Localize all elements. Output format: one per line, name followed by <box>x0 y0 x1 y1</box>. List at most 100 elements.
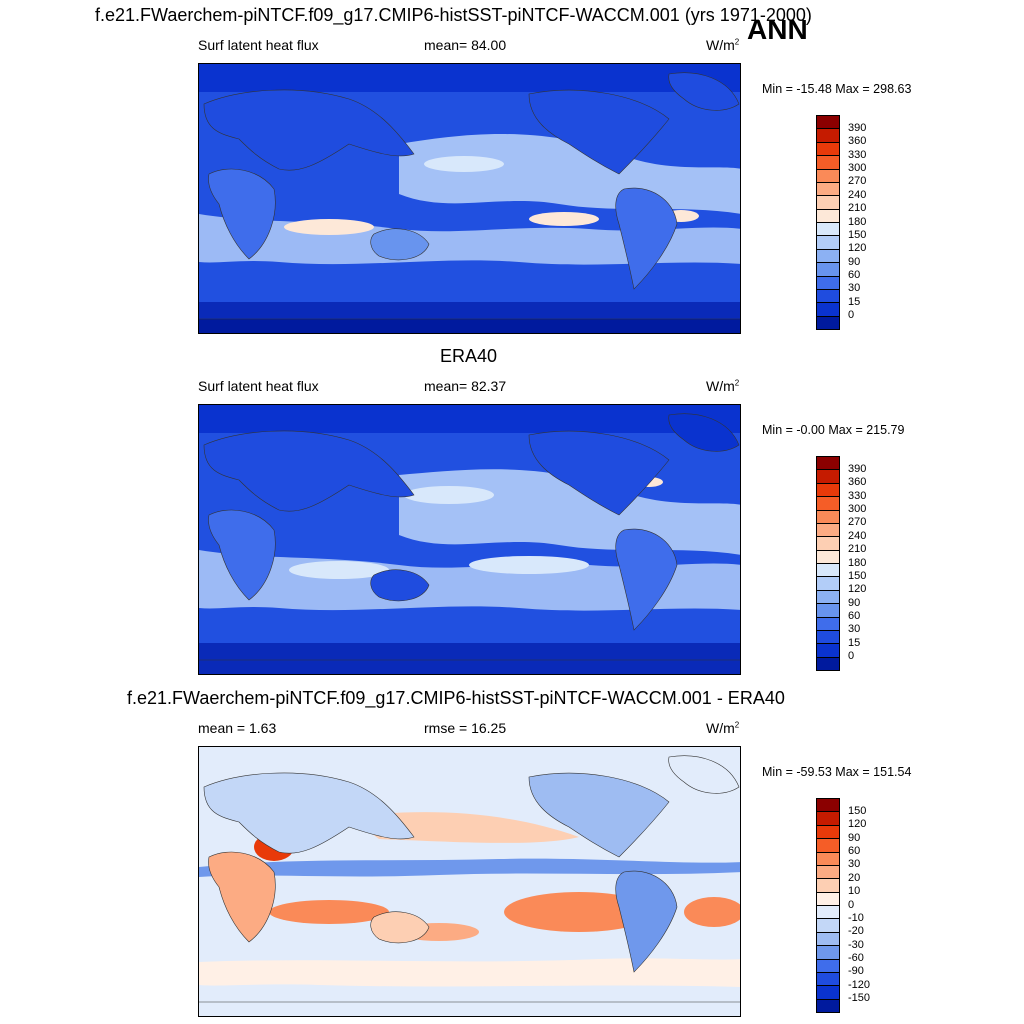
colorbar-tick-label: 360 <box>848 476 867 489</box>
colorbar-swatch <box>816 302 840 317</box>
panel1-arctic <box>199 64 740 92</box>
panel2-pacific-max-n <box>404 486 494 504</box>
colorbar-swatch <box>816 549 840 564</box>
colorbar-swatch <box>816 998 840 1013</box>
panel1-pacific-max-n <box>424 156 504 172</box>
colorbar-tick-label: -120 <box>848 978 871 991</box>
colorbar-tick-label: -60 <box>848 952 864 964</box>
colorbar-tick-label: 10 <box>848 885 861 898</box>
panel2-indian-ocean-max <box>289 561 389 579</box>
panel2-field-label: Surf latent heat flux <box>198 378 319 394</box>
colorbar-tick-label: 150 <box>848 228 867 241</box>
colorbar-tick-label: 390 <box>848 121 867 134</box>
colorbar-swatch <box>816 905 840 919</box>
panel3-eurasia <box>203 772 415 854</box>
colorbar-tick-label: 210 <box>848 202 867 215</box>
colorbar-swatch <box>816 811 840 826</box>
colorbar-swatch <box>816 288 840 303</box>
colorbar-swatch <box>816 629 840 644</box>
colorbar-tick-label: 120 <box>848 818 867 831</box>
panel1-pacific-max-s <box>529 212 599 226</box>
colorbar-swatch <box>816 469 840 484</box>
colorbar-tick-label: 60 <box>848 269 861 281</box>
panel2-greenland <box>668 413 740 452</box>
panel2-southern-ocean <box>199 643 740 674</box>
panel2-colorbar <box>816 456 840 671</box>
panel2-arctic <box>199 405 740 433</box>
colorbar-swatch <box>816 864 840 879</box>
colorbar-swatch <box>816 589 840 604</box>
panel1-mean-label: mean= 84.00 <box>424 37 507 53</box>
colorbar-tick-label: -30 <box>848 938 864 951</box>
panel3-colorbar <box>816 798 840 1013</box>
colorbar-tick-label: 150 <box>848 804 867 817</box>
colorbar-swatch <box>816 181 840 196</box>
colorbar-swatch <box>816 509 840 524</box>
figure-title: f.e21.FWaerchem-piNTCF.f09_g17.CMIP6-his… <box>95 5 812 25</box>
panel3-australia <box>370 911 430 943</box>
colorbar-tick-label: 120 <box>848 242 867 255</box>
colorbar-swatch <box>816 222 840 236</box>
colorbar-swatch <box>816 456 840 470</box>
colorbar-swatch <box>816 643 840 658</box>
panel1-eurasia <box>203 89 415 171</box>
colorbar-tick-label: -150 <box>848 992 871 1005</box>
colorbar-tick-label: -90 <box>848 965 864 978</box>
panel2-units: W/m2 <box>706 378 740 394</box>
colorbar-swatch <box>816 971 840 986</box>
colorbar-tick-label: 180 <box>848 556 867 569</box>
colorbar-tick-label: 360 <box>848 135 867 148</box>
colorbar-tick-label: 300 <box>848 162 867 174</box>
panel1-indian-ocean-max <box>284 219 374 235</box>
season-label: ANN <box>747 14 808 45</box>
colorbar-swatch <box>816 945 840 959</box>
colorbar-tick-label: 150 <box>848 569 867 582</box>
colorbar-tick-label: 300 <box>848 503 867 515</box>
colorbar-swatch <box>816 195 840 210</box>
colorbar-swatch <box>816 141 840 156</box>
colorbar-tick-label: 240 <box>848 188 867 201</box>
colorbar-swatch <box>816 878 840 893</box>
colorbar-tick-label: 90 <box>848 255 861 268</box>
colorbar-swatch <box>816 262 840 276</box>
colorbar-tick-label: 120 <box>848 583 867 596</box>
colorbar-swatch <box>816 208 840 223</box>
panel2-eurasia <box>203 430 415 512</box>
colorbar-swatch <box>816 985 840 1000</box>
panel1-map <box>198 63 741 334</box>
colorbar-swatch <box>816 155 840 169</box>
panel1-north-america <box>528 89 670 175</box>
colorbar-swatch <box>816 603 840 617</box>
panel3-title: f.e21.FWaerchem-piNTCF.f09_g17.CMIP6-his… <box>127 688 785 708</box>
colorbar-tick-label: 240 <box>848 529 867 542</box>
colorbar-tick-label: 0 <box>848 650 855 663</box>
colorbar-swatch <box>816 851 840 866</box>
panel3-south-america <box>615 870 678 973</box>
colorbar-tick-label: 330 <box>848 148 867 161</box>
colorbar-tick-label: -10 <box>848 911 864 924</box>
panel1-australia <box>370 228 430 260</box>
colorbar-tick-label: 30 <box>848 282 861 295</box>
panel3-indian-ocean-max <box>269 900 389 924</box>
colorbar-swatch <box>816 115 840 129</box>
colorbar-tick-label: 180 <box>848 215 867 228</box>
panel3-africa <box>208 851 276 943</box>
panel2-australia <box>370 569 430 601</box>
panel3-units: W/m2 <box>706 720 740 736</box>
colorbar-swatch <box>816 931 840 946</box>
colorbar-swatch <box>816 482 840 497</box>
colorbar-tick-label: 270 <box>848 516 867 529</box>
panel2-title: ERA40 <box>440 346 498 366</box>
colorbar-swatch <box>816 563 840 577</box>
colorbar-tick-label: 330 <box>848 489 867 502</box>
colorbar-swatch <box>816 824 840 839</box>
panel1-units: W/m2 <box>706 37 740 53</box>
panel2-south-america <box>615 528 678 631</box>
colorbar-swatch <box>816 576 840 591</box>
colorbar-tick-label: 210 <box>848 543 867 556</box>
colorbar-swatch <box>816 248 840 263</box>
colorbar-swatch <box>816 616 840 631</box>
colorbar-swatch <box>816 918 840 933</box>
colorbar-swatch <box>816 891 840 906</box>
colorbar-tick-label: 0 <box>848 898 855 911</box>
